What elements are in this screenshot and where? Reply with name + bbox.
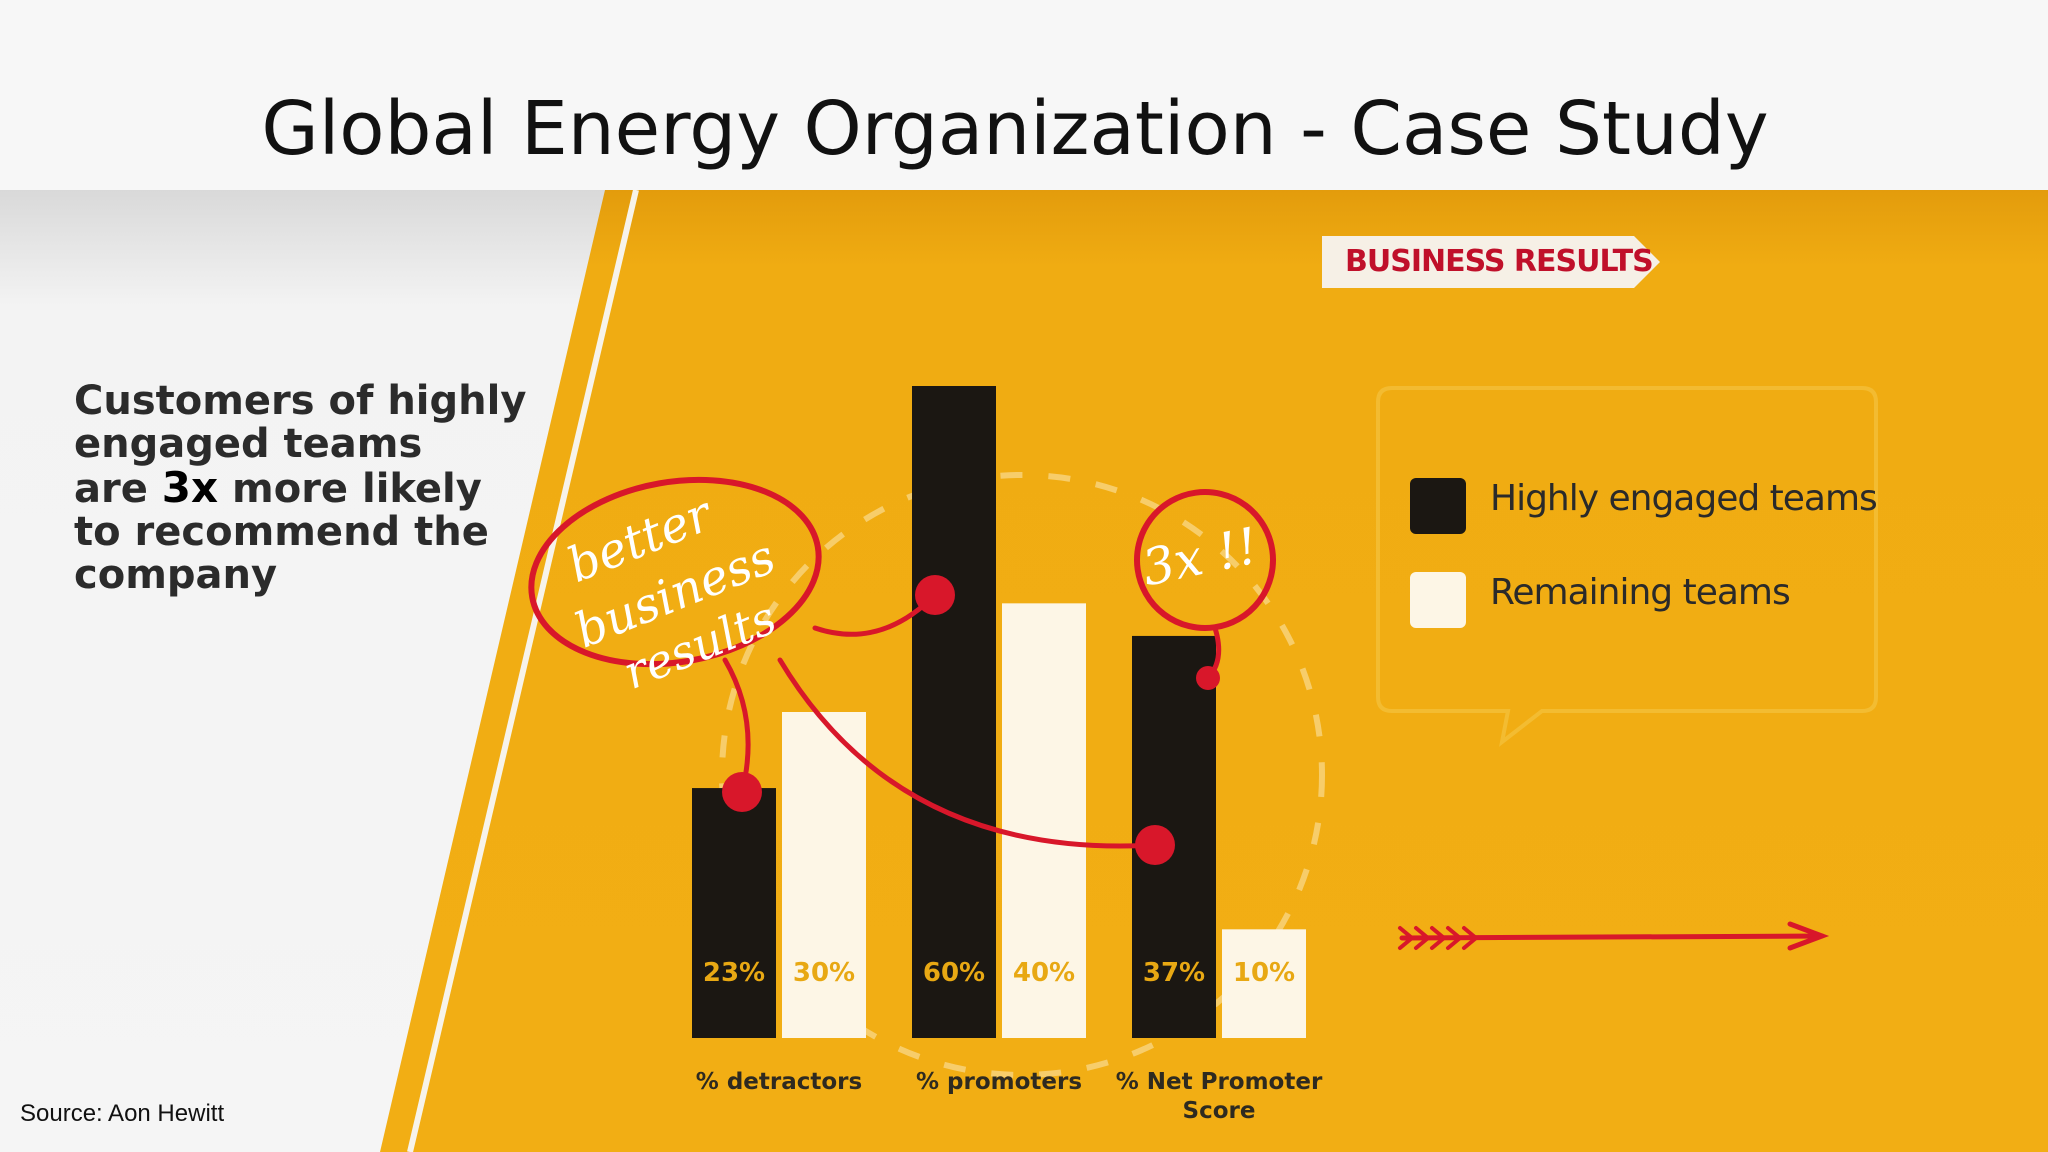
arrow-head xyxy=(1787,921,1830,951)
statement-line-3-end: more likely xyxy=(218,466,482,512)
business-results-badge xyxy=(1322,236,1660,288)
better-results-circle xyxy=(528,476,822,668)
category-label-2: % Net Promoter Score xyxy=(1115,1069,1323,1124)
category-label-1: % promoters xyxy=(915,1069,1083,1095)
bar-highly-engaged-1 xyxy=(912,386,996,1038)
legend-box xyxy=(1376,386,1878,747)
dot-detractors xyxy=(722,772,762,812)
title-bar xyxy=(0,0,2048,190)
data-label-remaining-0: 30% xyxy=(792,958,856,988)
legend-label-highly-engaged: Highly engaged teams xyxy=(1490,478,1878,519)
data-label-highly-engaged-1: 60% xyxy=(922,958,986,988)
legend-label-remaining: Remaining teams xyxy=(1490,572,1791,613)
statement-line-1: Customers of highly xyxy=(74,378,527,424)
dot-multiplier xyxy=(1196,666,1220,690)
badge-label: BUSINESS RESULTS xyxy=(1345,244,1654,279)
legend-swatch-highly-engaged xyxy=(1410,478,1466,534)
statement-emphasis: 3x xyxy=(161,463,219,512)
highlight-statement: Customers of highly engaged teams are 3x… xyxy=(74,380,554,597)
arrow-line xyxy=(1399,933,1825,941)
bar-remaining-2 xyxy=(1222,929,1306,1038)
bar-remaining-1 xyxy=(1002,603,1086,1038)
dashed-ring xyxy=(719,472,1325,1078)
bar-highly-engaged-0 xyxy=(692,788,776,1038)
category-label-0: % detractors xyxy=(695,1069,863,1095)
statement-line-5: company xyxy=(74,552,278,598)
bars-group xyxy=(692,386,1306,1038)
data-label-highly-engaged-2: 37% xyxy=(1142,958,1206,988)
data-label-remaining-2: 10% xyxy=(1232,958,1296,988)
arrow-fletching xyxy=(1398,926,1480,950)
bar-remaining-0 xyxy=(782,712,866,1038)
legend-swatch-remaining xyxy=(1410,572,1466,628)
dot-promoters xyxy=(915,575,955,615)
data-label-highly-engaged-0: 23% xyxy=(702,958,766,988)
statement-line-2: engaged teams xyxy=(74,421,423,467)
slide-title: Global Energy Organization - Case Study xyxy=(261,86,1769,172)
statement-line-4: to recommend the xyxy=(74,509,489,555)
statement-line-3: are 3x more likely xyxy=(74,466,554,511)
statement-line-3-start: are xyxy=(74,466,162,512)
data-label-remaining-1: 40% xyxy=(1012,958,1076,988)
source-note: Source: Aon Hewitt xyxy=(20,1100,225,1127)
annotation-doodles xyxy=(528,476,1830,951)
annotation-dots xyxy=(722,575,1220,865)
dot-nps xyxy=(1135,825,1175,865)
connector-nps xyxy=(777,657,1158,849)
